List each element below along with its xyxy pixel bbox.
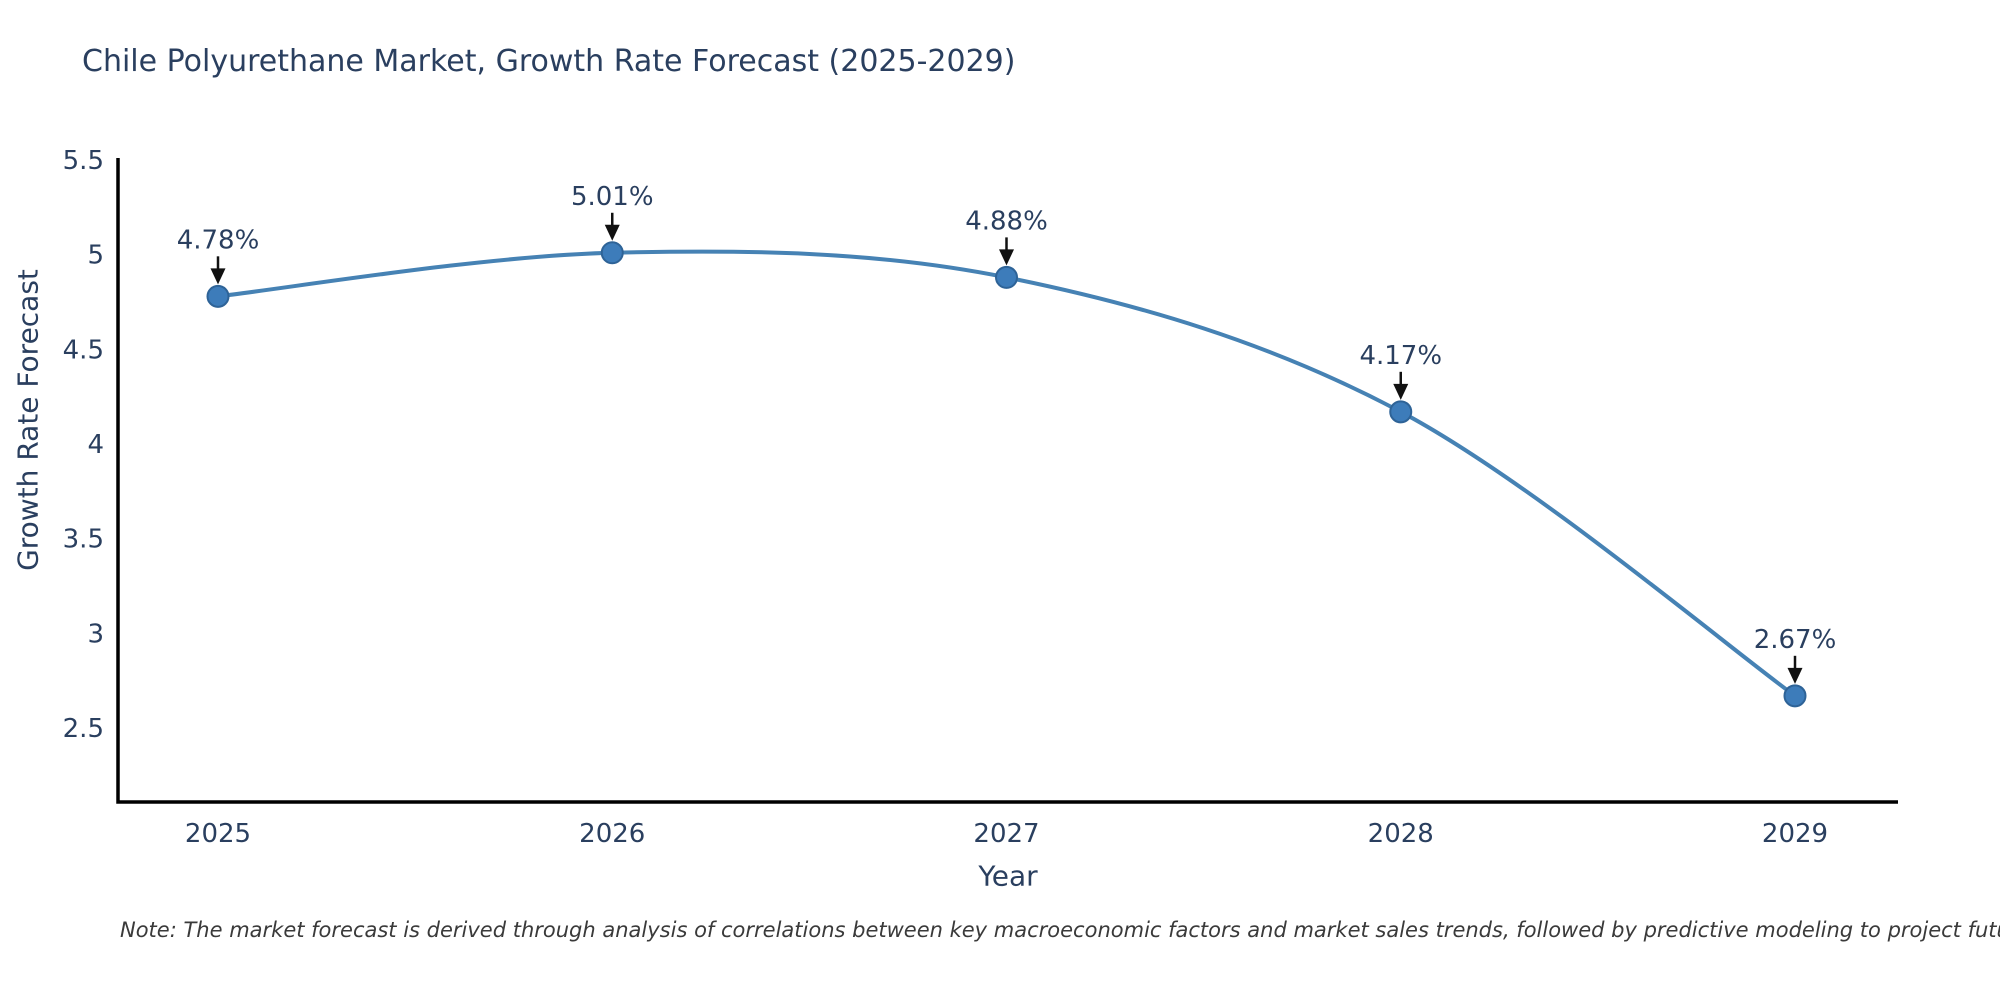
y-tick-label: 3 [87, 619, 104, 649]
y-tick-label: 5.5 [63, 146, 104, 176]
data-point-label: 4.88% [965, 206, 1048, 236]
annotation-arrow-head [1787, 667, 1803, 684]
x-tick-label: 2026 [579, 819, 645, 849]
annotation-arrow-head [1393, 383, 1409, 400]
y-tick-label: 4 [87, 430, 104, 460]
axis-lines [116, 158, 1898, 804]
x-tick-label: 2027 [973, 819, 1039, 849]
y-tick-label: 3.5 [63, 525, 104, 555]
data-point-marker [600, 241, 624, 265]
footnote: Note: The market forecast is derived thr… [120, 918, 2000, 942]
annotation-arrow-head [604, 224, 620, 241]
data-point-marker [206, 284, 230, 308]
data-point-label: 5.01% [571, 182, 654, 212]
data-point-label: 2.67% [1754, 625, 1837, 655]
data-point-label: 4.78% [177, 225, 260, 255]
y-tick-label: 5 [87, 241, 104, 271]
data-point-marker [995, 265, 1018, 289]
chart-title: Chile Polyurethane Market, Growth Rate F… [82, 44, 1016, 79]
y-tick-label: 4.5 [63, 335, 104, 365]
data-point-label: 4.17% [1359, 341, 1442, 371]
annotation-arrow-head [210, 268, 226, 285]
x-tick-label: 2025 [185, 819, 251, 849]
annotation-arrow-head [999, 249, 1014, 266]
data-point-marker [1783, 684, 1807, 708]
trend-line [216, 249, 1797, 698]
x-tick-label: 2028 [1368, 819, 1434, 849]
data-point-marker [1389, 400, 1413, 424]
x-axis-title: Year [978, 859, 1038, 893]
x-tick-label: 2029 [1762, 819, 1828, 849]
y-tick-label: 2.5 [63, 714, 104, 744]
